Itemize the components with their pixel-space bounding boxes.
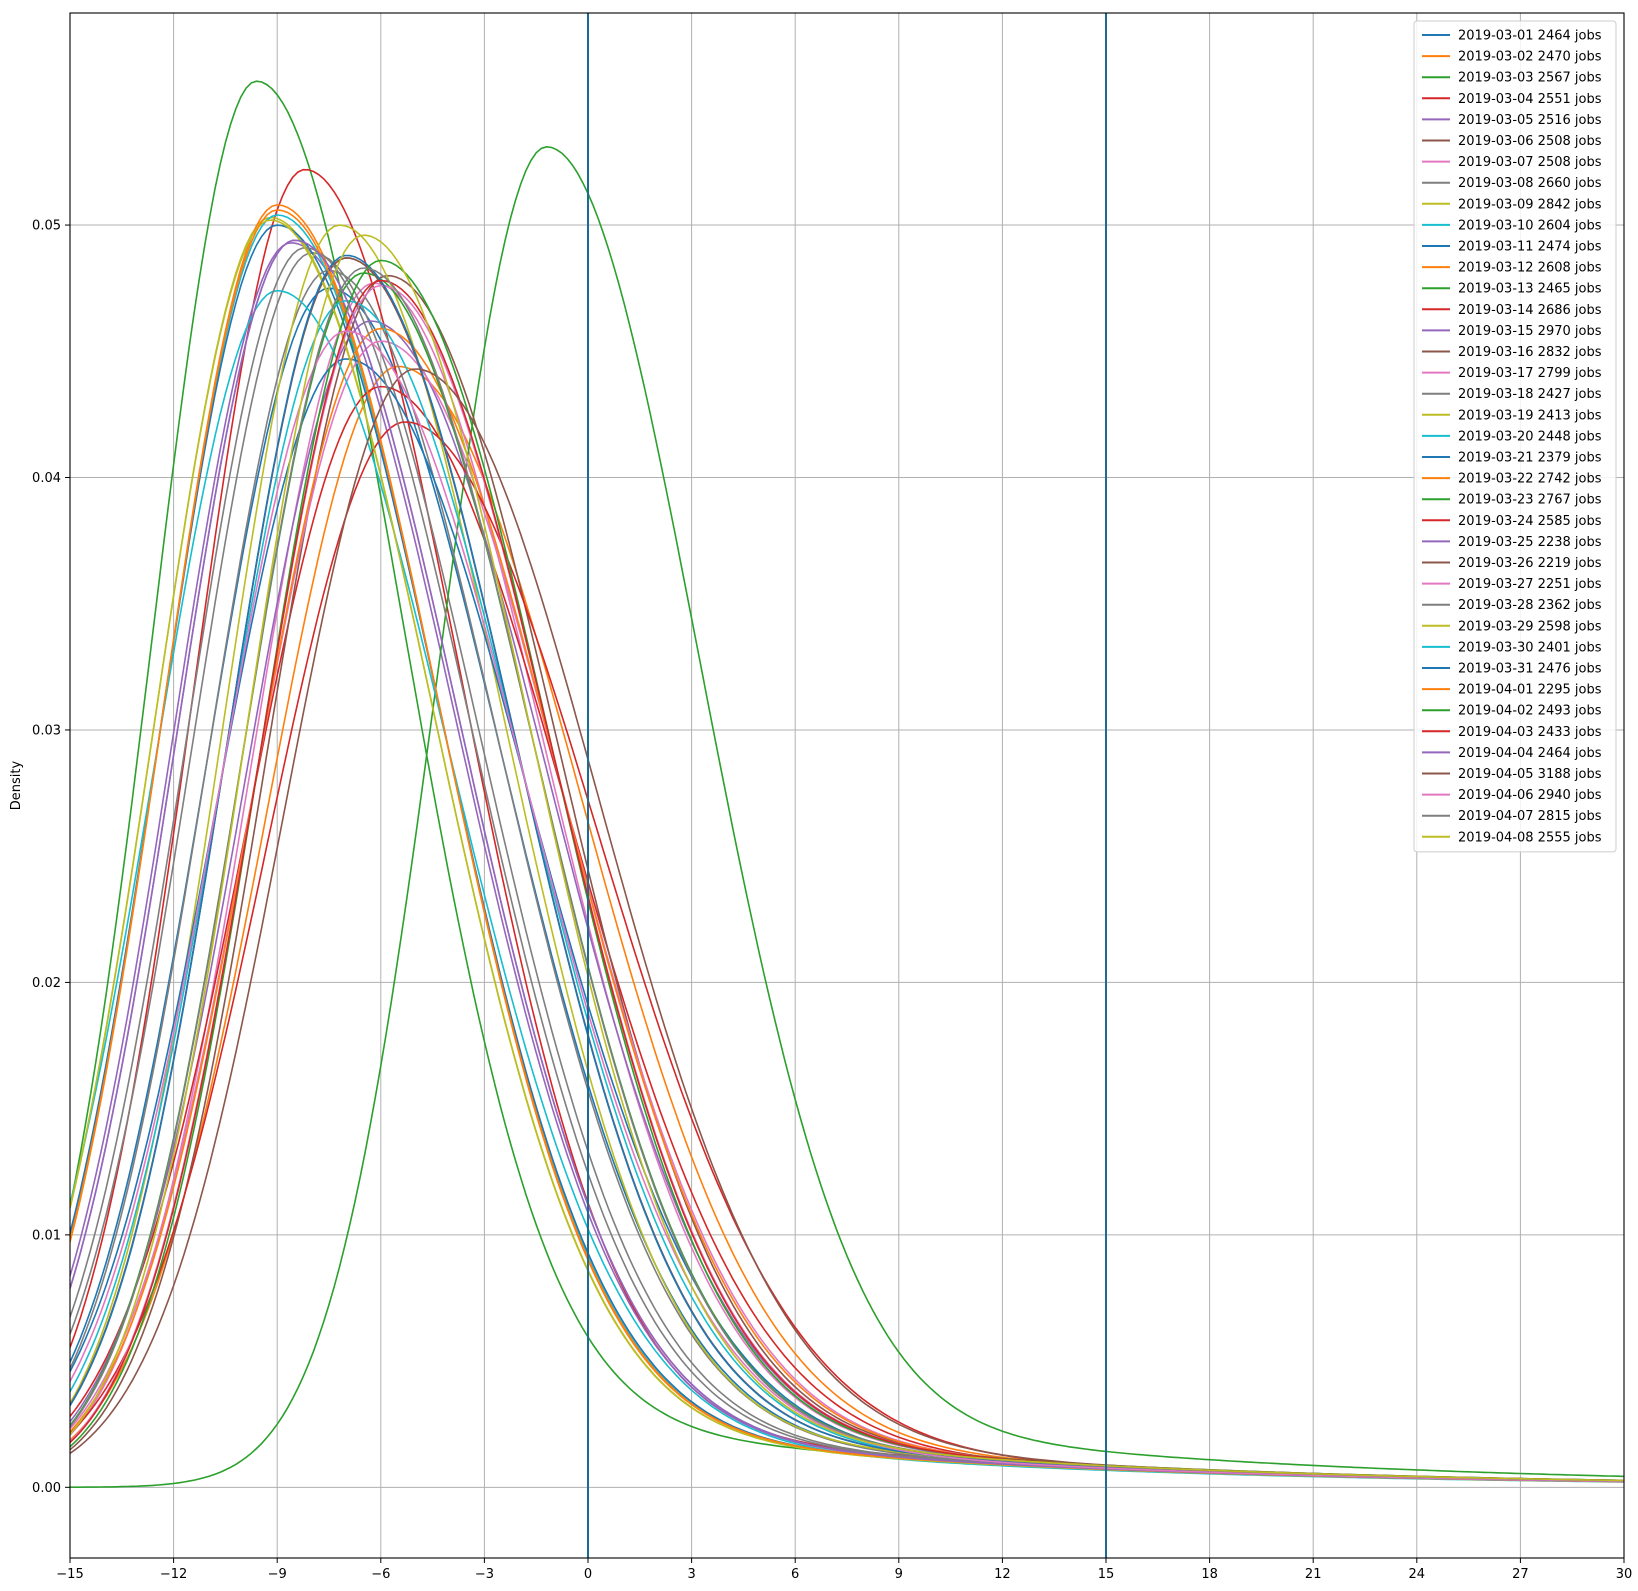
x-tick-label: −15 bbox=[56, 1567, 83, 1582]
legend-label: 2019-04-05 3188 jobs bbox=[1458, 767, 1602, 782]
legend-label: 2019-03-24 2585 jobs bbox=[1458, 514, 1602, 529]
y-tick-label: 0.04 bbox=[32, 471, 61, 486]
legend: 2019-03-01 2464 jobs 2019-03-02 2470 jobs… bbox=[1413, 20, 1617, 853]
y-axis-label: Density bbox=[9, 760, 24, 810]
legend-label: 2019-03-17 2799 jobs bbox=[1458, 366, 1602, 381]
legend-label: 2019-03-23 2767 jobs bbox=[1458, 493, 1602, 508]
series-line bbox=[70, 145, 1624, 1488]
series-line bbox=[70, 234, 1624, 1482]
y-tick-label: 0.01 bbox=[32, 1228, 61, 1243]
x-tick-label: −12 bbox=[160, 1567, 187, 1582]
legend-label: 2019-03-01 2464 jobs bbox=[1458, 29, 1602, 44]
y-tick-label: 0.03 bbox=[32, 723, 61, 738]
legend-label: 2019-03-21 2379 jobs bbox=[1458, 451, 1602, 466]
x-tick-label: 6 bbox=[791, 1567, 799, 1582]
legend-label: 2019-04-01 2295 jobs bbox=[1458, 683, 1602, 698]
legend-label: 2019-03-28 2362 jobs bbox=[1458, 598, 1602, 613]
legend-label: 2019-03-30 2401 jobs bbox=[1458, 640, 1602, 655]
legend-label: 2019-03-29 2598 jobs bbox=[1458, 619, 1602, 634]
legend-label: 2019-03-20 2448 jobs bbox=[1458, 429, 1602, 444]
legend-label: 2019-03-27 2251 jobs bbox=[1458, 577, 1602, 592]
legend-label: 2019-04-03 2433 jobs bbox=[1458, 725, 1602, 740]
legend-label: 2019-03-10 2604 jobs bbox=[1458, 218, 1602, 233]
legend-label: 2019-03-15 2970 jobs bbox=[1458, 324, 1602, 339]
legend-box bbox=[1413, 20, 1617, 853]
y-tick-label: 0.05 bbox=[32, 219, 61, 234]
legend-label: 2019-03-11 2474 jobs bbox=[1458, 240, 1602, 255]
y-tick-label: 0.02 bbox=[32, 976, 61, 991]
legend-label: 2019-03-03 2567 jobs bbox=[1458, 71, 1602, 86]
legend-label: 2019-03-26 2219 jobs bbox=[1458, 556, 1602, 571]
legend-label: 2019-03-22 2742 jobs bbox=[1458, 472, 1602, 487]
plot-frame bbox=[69, 12, 1625, 1559]
legend-label: 2019-03-08 2660 jobs bbox=[1458, 176, 1602, 191]
legend-label: 2019-03-02 2470 jobs bbox=[1458, 50, 1602, 65]
x-tick-label: 12 bbox=[994, 1567, 1011, 1582]
x-tick-label: 27 bbox=[1512, 1567, 1529, 1582]
legend-label: 2019-03-13 2465 jobs bbox=[1458, 282, 1602, 297]
legend-label: 2019-03-04 2551 jobs bbox=[1458, 92, 1602, 107]
legend-label: 2019-03-09 2842 jobs bbox=[1458, 197, 1602, 212]
x-tick-label: 24 bbox=[1409, 1567, 1426, 1582]
legend-label: 2019-03-12 2608 jobs bbox=[1458, 261, 1602, 276]
vertical-line-layer bbox=[587, 13, 1107, 1558]
legend-label: 2019-04-06 2940 jobs bbox=[1458, 788, 1602, 803]
legend-label: 2019-03-19 2413 jobs bbox=[1458, 408, 1602, 423]
x-tick-label: −3 bbox=[475, 1567, 494, 1582]
series-layer bbox=[70, 80, 1624, 1488]
x-tick-label: 0 bbox=[584, 1567, 592, 1582]
legend-label: 2019-03-25 2238 jobs bbox=[1458, 535, 1602, 550]
y-tick-label: 0.00 bbox=[32, 1481, 61, 1496]
legend-label: 2019-03-06 2508 jobs bbox=[1458, 134, 1602, 149]
x-tick-label: 9 bbox=[895, 1567, 903, 1582]
x-tick-label: −9 bbox=[268, 1567, 287, 1582]
legend-label: 2019-03-16 2832 jobs bbox=[1458, 345, 1602, 360]
legend-label: 2019-03-31 2476 jobs bbox=[1458, 662, 1602, 677]
y-axis-ticks: 0.00 0.01 0.02 0.03 0.04 0.05 bbox=[32, 219, 70, 1496]
legend-label: 2019-03-05 2516 jobs bbox=[1458, 113, 1602, 128]
legend-label: 2019-03-18 2427 jobs bbox=[1458, 387, 1602, 402]
legend-label: 2019-04-04 2464 jobs bbox=[1458, 746, 1602, 761]
legend-label: 2019-03-14 2686 jobs bbox=[1458, 303, 1602, 318]
x-tick-label: 30 bbox=[1616, 1567, 1633, 1582]
legend-label: 2019-04-02 2493 jobs bbox=[1458, 704, 1602, 719]
x-tick-label: 3 bbox=[687, 1567, 695, 1582]
legend-label: 2019-04-07 2815 jobs bbox=[1458, 809, 1602, 824]
x-axis-ticks: −15 −12 −9 −6 −3 0 3 6 9 12 15 18 21 24 27 30 bbox=[56, 1558, 1632, 1582]
x-tick-label: 21 bbox=[1305, 1567, 1322, 1582]
legend-label: 2019-03-07 2508 jobs bbox=[1458, 155, 1602, 170]
x-tick-label: 15 bbox=[1098, 1567, 1115, 1582]
legend-label: 2019-04-08 2555 jobs bbox=[1458, 830, 1602, 845]
x-tick-label: 18 bbox=[1201, 1567, 1218, 1582]
x-tick-label: −6 bbox=[371, 1567, 390, 1582]
